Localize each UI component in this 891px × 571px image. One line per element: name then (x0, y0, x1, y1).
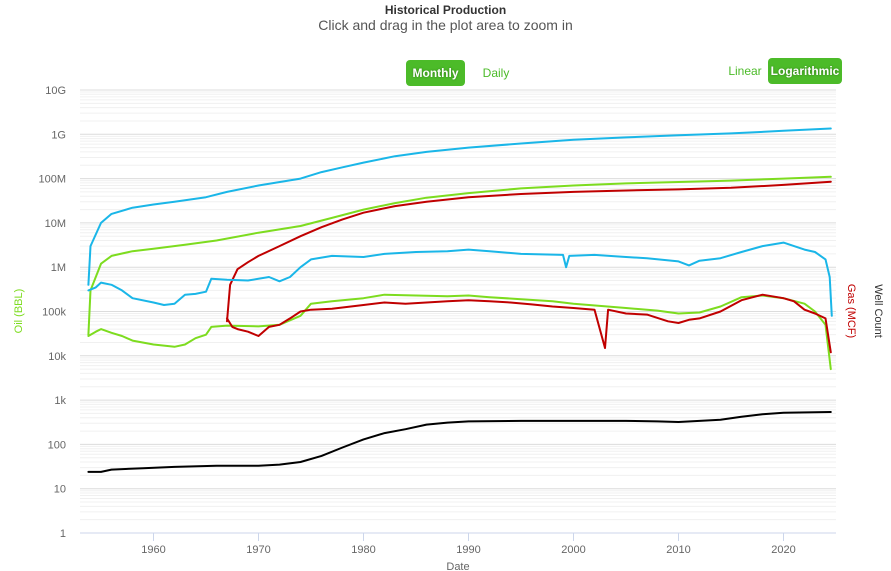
x-tick-label: 2010 (666, 544, 690, 556)
series-line-cum-gas[interactable] (226, 180, 832, 323)
x-tick-label: 2020 (771, 544, 795, 556)
y-axis-title-well-count: Well Count (872, 284, 884, 338)
logarithmic-button[interactable]: Logarithmic (768, 58, 842, 84)
y-axis-title-gas: Gas (MCF) (845, 284, 857, 338)
chart-title: Historical Production (384, 3, 507, 17)
x-tick-label: 1990 (456, 544, 480, 556)
y-tick-label: 10k (48, 351, 66, 363)
chart-series (87, 127, 833, 473)
series-line-gas-rate[interactable] (226, 293, 832, 354)
y-tick-label: 100 (48, 439, 66, 451)
y-tick-label: 10G (45, 85, 66, 97)
linear-button[interactable]: Linear (728, 64, 762, 78)
daily-button[interactable]: Daily (482, 66, 510, 80)
series-line-cum-oil[interactable] (87, 175, 832, 336)
series-line-cum-water[interactable] (87, 127, 832, 286)
x-tick-label: 2000 (561, 544, 585, 556)
y-tick-label: 10M (45, 218, 66, 230)
y-tick-label: 100k (42, 307, 66, 319)
series-line-water-rate[interactable] (87, 241, 833, 317)
y-tick-label: 1 (60, 528, 66, 540)
y-axis-ticks: 1 10 100 1k 10k 100k 1M 10M 100M 1G 10G (38, 85, 66, 540)
y-axis-title-oil: Oil (BBL) (13, 289, 25, 334)
chart-subtitle: Click and drag in the plot area to zoom … (318, 17, 573, 33)
y-tick-label: 1k (54, 395, 66, 407)
y-tick-label: 1G (51, 129, 66, 141)
series-line-oil-rate[interactable] (87, 293, 832, 371)
y-tick-label: 1M (51, 262, 66, 274)
series-line-well-count[interactable] (87, 411, 832, 473)
monthly-button[interactable]: Monthly (406, 60, 465, 86)
x-tick-label: 1970 (246, 544, 270, 556)
x-axis-title: Date (446, 561, 469, 571)
y-tick-label: 100M (38, 174, 66, 186)
x-tick-label: 1980 (351, 544, 375, 556)
y-tick-label: 10 (54, 484, 66, 496)
x-tick-label: 1960 (141, 544, 165, 556)
x-axis-ticks: 1960 1970 1980 1990 2000 2010 2020 (141, 533, 796, 556)
